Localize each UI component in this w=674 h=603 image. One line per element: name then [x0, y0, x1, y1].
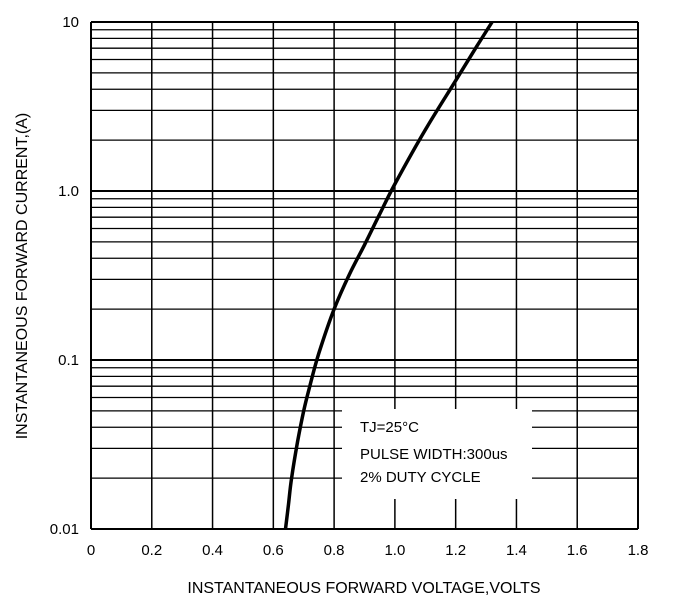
y-axis-label: INSTANTANEOUS FORWARD CURRENT,(A)	[14, 113, 31, 440]
series-curve	[283, 21, 494, 530]
y-tick-label: 1.0	[58, 183, 79, 200]
x-tick-labels: 0 0.2 0.4 0.6 0.8 1.0 1.2 1.4 1.6 1.8	[87, 542, 649, 559]
x-tick-label: 0.2	[141, 542, 162, 559]
x-tick-label: 1.4	[506, 542, 527, 559]
annotation-line-1: TJ=25°C	[360, 419, 419, 436]
x-tick-label: 0	[87, 542, 95, 559]
y-tick-label: 0.1	[58, 352, 79, 369]
x-tick-label: 1.0	[384, 542, 405, 559]
annotation-line-3: 2% DUTY CYCLE	[360, 469, 481, 486]
grid	[90, 21, 639, 530]
x-tick-label: 1.8	[628, 542, 649, 559]
x-tick-label: 0.6	[263, 542, 284, 559]
x-tick-label: 0.8	[324, 542, 345, 559]
y-tick-label: 10	[62, 14, 79, 31]
x-tick-label: 0.4	[202, 542, 223, 559]
annotation-line-2: PULSE WIDTH:300us	[360, 446, 508, 463]
x-tick-label: 1.2	[445, 542, 466, 559]
y-tick-labels: 0.01 0.1 1.0 10	[50, 14, 79, 538]
x-axis-label: INSTANTANEOUS FORWARD VOLTAGE,VOLTS	[187, 580, 540, 597]
x-tick-label: 1.6	[567, 542, 588, 559]
annotation-box: TJ=25°C PULSE WIDTH:300us 2% DUTY CYCLE	[342, 409, 532, 499]
y-tick-label: 0.01	[50, 521, 79, 538]
